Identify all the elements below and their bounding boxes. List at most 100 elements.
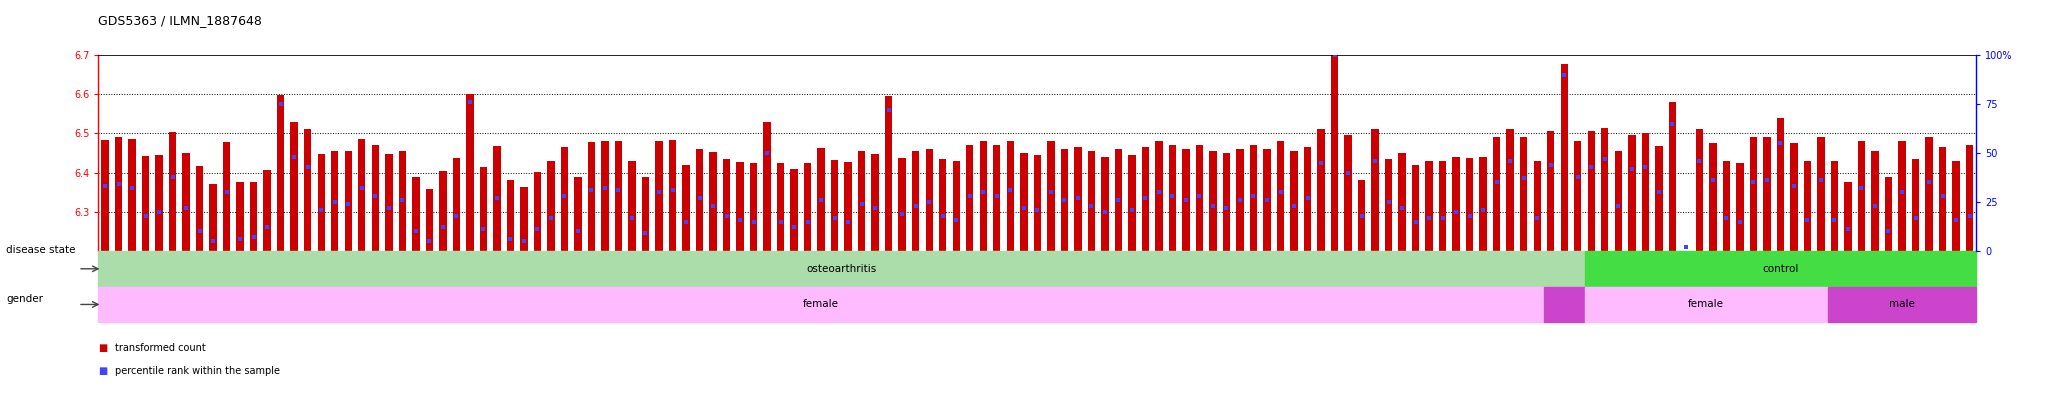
Point	[805, 197, 838, 203]
Bar	[1696, 129, 1704, 251]
Bar	[371, 145, 379, 251]
Point	[629, 230, 662, 237]
Point	[440, 213, 473, 219]
Point	[954, 193, 987, 199]
Point	[129, 213, 162, 219]
Bar	[453, 158, 461, 251]
Point	[1886, 189, 1919, 195]
Bar	[1749, 137, 1757, 251]
Point	[156, 173, 188, 180]
Bar	[1614, 151, 1622, 251]
Point	[1493, 158, 1526, 164]
Bar	[1102, 157, 1108, 251]
Point	[102, 181, 135, 187]
Point	[279, 154, 311, 160]
Bar	[168, 132, 176, 251]
Bar	[911, 151, 920, 251]
Bar	[696, 149, 702, 251]
Bar	[1710, 143, 1716, 251]
Point	[1669, 244, 1702, 250]
Bar	[588, 142, 596, 251]
Bar	[1020, 153, 1028, 251]
Bar	[1778, 118, 1784, 251]
Bar	[682, 165, 690, 251]
Bar	[817, 148, 825, 251]
Point	[1305, 160, 1337, 166]
Point	[588, 185, 621, 191]
Bar	[1399, 153, 1405, 251]
Point	[616, 215, 649, 221]
Point	[182, 228, 215, 235]
Point	[1358, 158, 1391, 164]
Point	[238, 234, 270, 241]
Bar	[1114, 149, 1122, 251]
Point	[250, 224, 283, 231]
Point	[264, 101, 297, 107]
Bar	[1790, 143, 1798, 251]
Bar	[1642, 133, 1649, 251]
Point	[426, 224, 459, 231]
Bar	[1141, 147, 1149, 251]
Point	[1034, 189, 1067, 195]
Bar	[1061, 149, 1069, 251]
Bar	[467, 94, 473, 251]
Bar	[1425, 161, 1434, 251]
Point	[211, 189, 244, 195]
Point	[1845, 185, 1878, 191]
Point	[399, 228, 432, 235]
Text: female: female	[1688, 299, 1724, 309]
Point	[561, 228, 594, 235]
Bar	[952, 161, 961, 251]
Bar	[723, 159, 731, 251]
Text: osteoarthritis: osteoarthritis	[807, 264, 877, 274]
Bar	[1911, 159, 1919, 251]
Bar	[993, 145, 1001, 251]
Point	[1642, 189, 1675, 195]
Point	[1061, 195, 1094, 201]
Bar	[1331, 37, 1337, 251]
Bar	[1520, 137, 1528, 251]
Point	[926, 213, 958, 219]
Bar	[844, 162, 852, 251]
Bar	[332, 151, 338, 251]
Point	[1128, 195, 1161, 201]
Bar	[1575, 141, 1581, 251]
Point	[1683, 158, 1716, 164]
Point	[575, 187, 608, 193]
Point	[1792, 217, 1825, 223]
Bar	[197, 165, 203, 251]
Bar	[1358, 180, 1366, 251]
Point	[1778, 183, 1810, 189]
Point	[358, 193, 391, 199]
Point	[1628, 163, 1661, 170]
Point	[414, 238, 446, 244]
Bar	[764, 123, 770, 251]
Bar	[670, 140, 676, 251]
Point	[1008, 205, 1040, 211]
Bar	[303, 129, 311, 251]
Point	[494, 236, 526, 242]
Point	[1102, 197, 1135, 203]
Point	[737, 219, 770, 225]
Point	[778, 224, 811, 231]
Bar	[791, 169, 799, 251]
Bar	[1925, 137, 1933, 251]
Bar	[1196, 145, 1202, 251]
Bar	[1939, 147, 1946, 251]
Bar	[1966, 145, 1974, 251]
Point	[791, 219, 823, 225]
Point	[872, 107, 905, 113]
Bar	[399, 151, 406, 251]
Point	[1804, 177, 1837, 184]
Bar	[412, 176, 420, 251]
Bar	[1831, 161, 1839, 251]
Bar	[547, 161, 555, 251]
Point	[993, 187, 1026, 193]
Point	[346, 185, 379, 191]
Text: control: control	[1761, 264, 1798, 274]
Point	[723, 217, 756, 223]
Point	[223, 236, 256, 242]
Point	[1116, 207, 1149, 213]
Bar	[1317, 129, 1325, 251]
Point	[1223, 197, 1255, 203]
